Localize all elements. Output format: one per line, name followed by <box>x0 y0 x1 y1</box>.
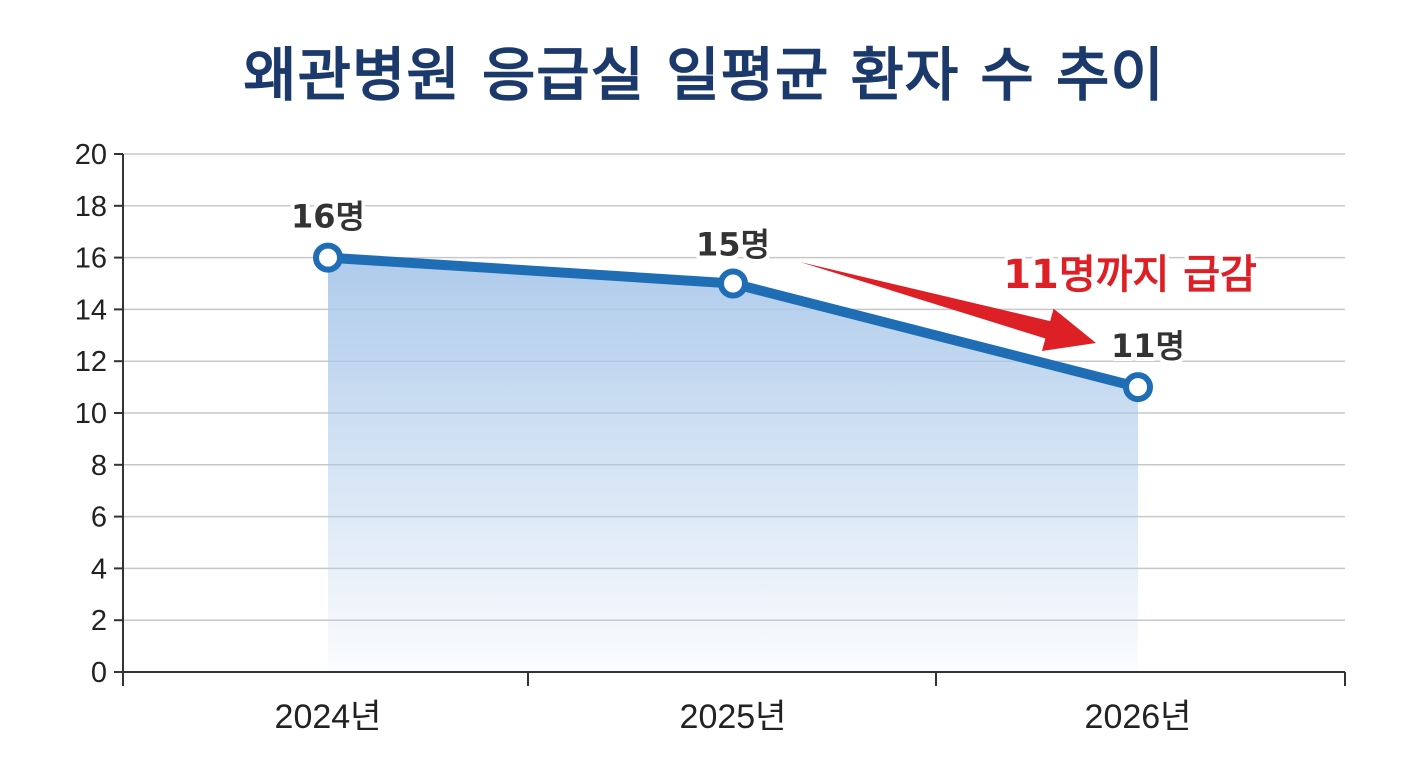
y-tick-label: 14 <box>75 294 107 326</box>
y-tick-label: 4 <box>91 553 107 585</box>
y-tick-label: 12 <box>75 346 107 378</box>
y-tick-label: 10 <box>75 398 107 430</box>
data-label: 15명 <box>696 226 770 264</box>
decline-arrow <box>800 262 1096 352</box>
annotation-label: 11명까지 급감 <box>1003 252 1257 298</box>
area-path <box>328 257 1138 672</box>
chart-title: 왜관병원 응급실 일평균 환자 수 추이 <box>243 41 1165 109</box>
y-axis-ticks: 0 2 4 6 8 10 12 14 16 18 20 <box>75 139 107 689</box>
data-points <box>313 242 1153 403</box>
axes <box>114 153 1346 686</box>
y-tick-label: 8 <box>91 450 107 482</box>
arrow-shape <box>800 262 1096 352</box>
data-point <box>718 268 748 299</box>
data-point <box>1123 372 1153 403</box>
data-labels: 16명 15명 11명 <box>287 194 1189 370</box>
x-axis-ticks: 2024년 2025년 2026년 <box>275 698 1192 736</box>
y-tick-label: 6 <box>91 502 107 534</box>
y-tick-label: 0 <box>91 657 107 689</box>
x-tick-label: 2026년 <box>1085 698 1192 736</box>
data-label: 11명 <box>1111 327 1185 365</box>
y-tick-label: 20 <box>75 139 107 171</box>
y-tick-label: 2 <box>91 605 107 637</box>
y-tick-label: 16 <box>75 243 107 275</box>
x-tick-label: 2025년 <box>680 698 787 736</box>
x-tick-label: 2024년 <box>275 698 382 736</box>
data-point <box>313 242 343 273</box>
area-fill <box>328 257 1138 672</box>
y-tick-label: 18 <box>75 191 107 223</box>
data-label: 16명 <box>291 198 365 236</box>
